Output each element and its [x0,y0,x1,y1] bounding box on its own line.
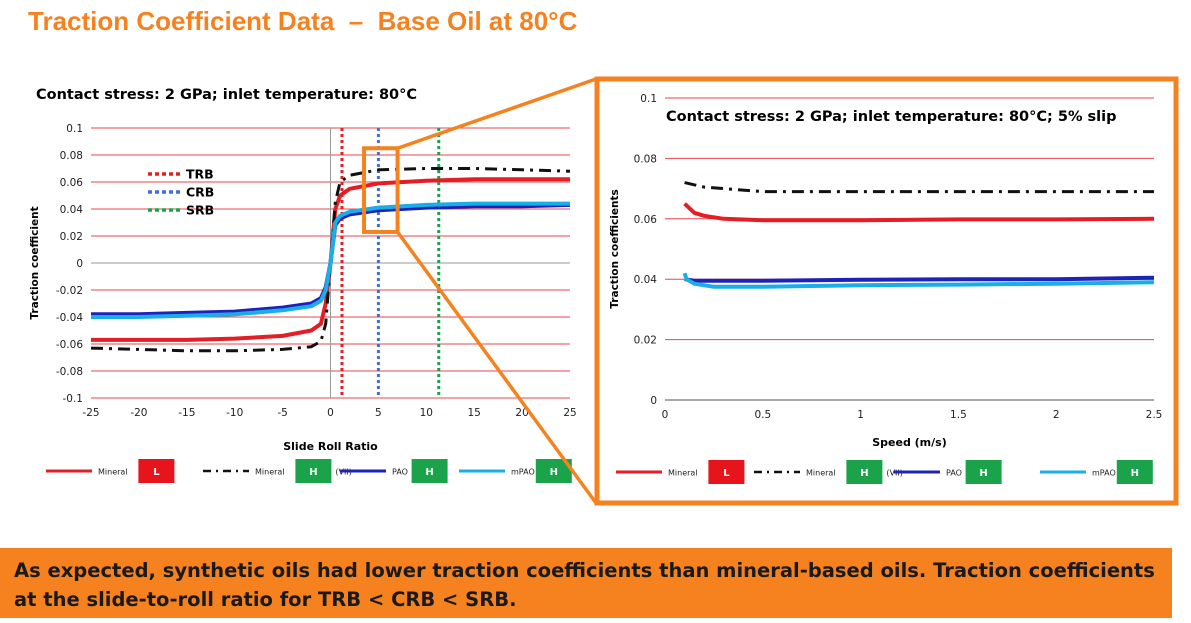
legend-series-name: PAO [946,469,962,478]
x-tick-label: -20 [130,407,147,419]
x-tick-label: 5 [375,407,382,419]
legend-series-name: Mineral [806,469,836,478]
y-tick-label: 0.06 [60,177,84,189]
y-tick-label: 0.08 [634,153,657,165]
legend-badge-h [965,460,1002,484]
zoom-region-box [362,146,400,234]
x-tick-label: -10 [226,407,243,419]
series-line-mineral-l [683,202,1155,223]
y-tick-label: -0.04 [56,312,83,324]
legend-badge-h [295,459,332,483]
y-axis-label: Traction coefficients [609,189,621,308]
legend-badge-label: H [425,467,433,478]
y-tick-label: 0.08 [60,150,83,162]
x-tick-label: 25 [563,407,576,419]
y-tick-label: -0.06 [56,339,83,351]
x-tick-label: 2 [1053,409,1060,421]
legend-series-name: mPAO [511,468,535,477]
legend-badge-l [138,459,175,483]
legend-label-trb: TRB [186,167,214,182]
y-tick-label: 0.1 [66,123,83,135]
x-tick-label: 2.5 [1146,409,1163,421]
x-tick-label: 15 [468,407,481,419]
legend-badge-label: H [860,468,868,479]
x-tick-label: -25 [82,407,99,419]
series-line-pao-h [684,275,1155,283]
legend-badge-label: L [153,467,160,478]
legend-badge-h [1116,460,1153,484]
y-tick-label: 0.1 [640,93,657,105]
x-tick-label: 1 [857,409,864,421]
right-chart-zoom-panel: Contact stress: 2 GPa; inlet temperature… [594,76,1179,506]
page-title: Traction Coefficient Data – Base Oil at … [28,6,578,36]
y-tick-label: -0.02 [56,285,83,297]
y-tick-label: 0.02 [60,231,83,243]
legend-badge-label: H [979,468,987,479]
x-tick-label: 0 [327,407,334,419]
series-line-mpao-h [91,201,570,319]
y-tick-label: 0 [650,395,657,407]
legend-series-name: Mineral [98,468,128,477]
chart-title: Contact stress: 2 GPa; inlet temperature… [666,109,1117,125]
legend-series-name: PAO [392,468,408,477]
x-tick-label: 10 [420,407,433,419]
y-tick-label: 0.02 [634,335,657,347]
y-tick-label: 0.04 [634,274,658,286]
y-tick-label: 0.06 [634,214,658,226]
y-tick-label: 0 [76,258,83,270]
series-line-mineral-h [90,167,571,353]
legend-series-name: Mineral [255,468,285,477]
x-axis-label: Speed (m/s) [872,436,947,449]
left-chart: Contact stress: 2 GPa; inlet temperature… [29,87,577,483]
legend-label-crb: CRB [186,185,214,200]
legend-badge-l [708,460,745,484]
chart-title: Contact stress: 2 GPa; inlet temperature… [36,87,417,103]
x-tick-label: 20 [515,407,528,419]
y-axis-label: Traction coefficient [29,206,41,319]
series-line-mineral-h [684,181,1154,194]
y-tick-label: 0.04 [60,204,84,216]
legend-badge-label: H [550,467,558,478]
x-axis-label: Slide Roll Ratio [283,440,378,453]
legend-series-name: Mineral [668,469,698,478]
legend-label-srb: SRB [186,203,214,218]
legend-badge-label: H [1131,468,1139,479]
x-tick-label: 1.5 [950,409,967,421]
x-tick-label: -5 [277,407,287,419]
conclusion-text: As expected, synthetic oils had lower tr… [14,559,1155,611]
x-tick-label: -15 [178,407,195,419]
legend-badge-label: H [309,467,317,478]
x-tick-label: 0.5 [754,409,771,421]
y-tick-label: -0.08 [56,366,83,378]
conclusion-banner: As expected, synthetic oils had lower tr… [0,548,1172,618]
legend-series-name: mPAO [1092,469,1116,478]
legend-badge-h [846,460,883,484]
legend-badge-label: L [723,468,730,479]
x-tick-label: 0 [662,409,669,421]
y-tick-label: -0.1 [63,393,84,405]
series-line-mpao-h [682,272,1155,289]
